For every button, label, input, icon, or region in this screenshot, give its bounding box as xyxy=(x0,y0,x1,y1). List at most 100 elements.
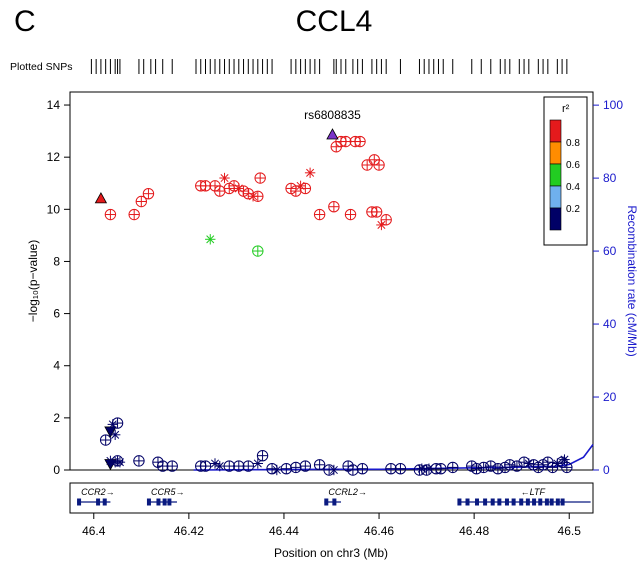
snp-point xyxy=(252,458,264,469)
gene-exon xyxy=(490,498,495,506)
gene-exon xyxy=(555,498,560,506)
legend-bin-label: 0.2 xyxy=(566,204,580,215)
y-tick-label: 12 xyxy=(47,150,61,164)
legend-swatch xyxy=(549,119,562,143)
gene-exon xyxy=(465,498,470,506)
gene-exon xyxy=(525,498,530,506)
snp-point xyxy=(385,462,397,475)
y-tick-label: 2 xyxy=(53,411,60,425)
snp-point xyxy=(256,449,269,462)
snp-point xyxy=(354,135,366,148)
gene-exon xyxy=(77,498,82,506)
gene-exon xyxy=(497,498,502,506)
gene-exon xyxy=(156,498,161,506)
gene-track-frame xyxy=(69,482,594,514)
snp-point xyxy=(370,206,383,218)
gene-exon xyxy=(549,498,554,506)
snp-point xyxy=(344,208,357,221)
point-star-arm xyxy=(329,465,338,475)
snp-point xyxy=(470,462,483,475)
snp-point xyxy=(128,208,140,221)
snp-point xyxy=(205,234,216,245)
y-axis-right-title: Recombination rate (cM/Mb) xyxy=(625,205,638,356)
snp-point xyxy=(109,429,121,441)
point-star-arm xyxy=(215,462,224,471)
y-tick-label: 10 xyxy=(47,202,61,216)
snp-point xyxy=(340,135,352,148)
snp-point xyxy=(142,187,155,200)
gene-exon xyxy=(483,498,488,506)
y-tick-label: 8 xyxy=(53,254,60,268)
snp-point xyxy=(373,159,385,171)
snp-point xyxy=(233,460,245,472)
legend-bin-label: 0.6 xyxy=(566,160,580,171)
snp-point xyxy=(328,201,340,213)
point-star-arm xyxy=(560,455,569,464)
y-right-tick-label: 80 xyxy=(603,171,617,185)
y-tick-label: 0 xyxy=(53,463,60,477)
x-tick-label: 46.5 xyxy=(558,524,582,538)
snp-point xyxy=(313,459,326,471)
snp-point xyxy=(394,462,407,475)
y-tick-label: 6 xyxy=(53,307,60,321)
snp-point xyxy=(299,182,312,195)
y-right-tick-label: 20 xyxy=(603,390,617,404)
y-right-tick-label: 40 xyxy=(603,317,617,331)
snp-point xyxy=(114,456,126,468)
y-tick-label: 14 xyxy=(47,98,61,112)
snp-point xyxy=(157,460,169,472)
gene-exon xyxy=(511,498,516,506)
snp-point xyxy=(166,460,178,472)
point-star-arm xyxy=(306,168,315,177)
gene-track: CCR2→ CCR5→ CCRL2→ ←LTF xyxy=(69,482,594,514)
gene-title: CCL4 xyxy=(296,5,373,38)
snp-points xyxy=(94,135,573,476)
y-right-tick-label: 60 xyxy=(603,244,617,258)
gene-exon xyxy=(519,498,524,506)
snp-point xyxy=(252,190,264,202)
point-star-arm xyxy=(253,459,262,468)
snp-point xyxy=(361,159,373,171)
lead-snp: rs6808835 xyxy=(304,108,361,140)
snp-point xyxy=(280,462,293,475)
point-star-arm xyxy=(206,235,215,244)
lead-snp-marker xyxy=(326,128,339,140)
gene-ltf: ←LTF xyxy=(457,487,591,506)
legend-swatch xyxy=(549,163,562,187)
snp-point xyxy=(447,461,459,474)
recombination-rate-line xyxy=(193,444,594,471)
y-right-tick-label: 100 xyxy=(603,98,623,112)
lead-snp-label: rs6808835 xyxy=(304,108,361,122)
snp-point xyxy=(347,464,359,476)
y-axis-right: 0 20 40 60 80 100 xyxy=(593,98,623,477)
snp-point xyxy=(271,464,283,476)
snp-point xyxy=(299,460,312,472)
gene-ccrl2: CCRL2→ xyxy=(324,487,367,506)
gene-label: CCRL2→ xyxy=(328,487,367,497)
snp-point xyxy=(94,192,108,204)
gene-ccr5: CCR5→ xyxy=(146,487,185,506)
y-tick-label: 4 xyxy=(53,359,60,373)
legend-title: r² xyxy=(562,103,570,115)
x-tick-label: 46.44 xyxy=(269,524,299,538)
gene-exon xyxy=(532,498,537,506)
point-star-arm xyxy=(210,459,220,468)
gene-exon xyxy=(457,498,462,506)
plotted-snps-label: Plotted SNPs xyxy=(10,61,72,73)
gene-label: CCR2→ xyxy=(81,487,115,497)
snp-point xyxy=(485,460,497,472)
x-tick-label: 46.48 xyxy=(459,524,489,538)
snp-point xyxy=(214,185,226,197)
snp-point xyxy=(133,455,145,467)
snp-point xyxy=(242,460,254,472)
plotted-snps-track xyxy=(90,59,568,74)
legend-swatch xyxy=(549,185,562,209)
r2-legend: r² 0.8 0.6 0.4 0.2 xyxy=(543,96,588,246)
x-tick-label: 46.4 xyxy=(82,524,106,538)
gene-exon xyxy=(162,498,167,506)
legend-bins: 0.8 0.6 0.4 0.2 xyxy=(549,119,580,231)
y-axis-left: 0 2 4 6 8 10 12 14 xyxy=(47,98,70,477)
snp-point xyxy=(254,172,266,184)
x-axis-title: Position on chr3 (Mb) xyxy=(274,546,388,560)
gene-exon xyxy=(560,498,565,506)
